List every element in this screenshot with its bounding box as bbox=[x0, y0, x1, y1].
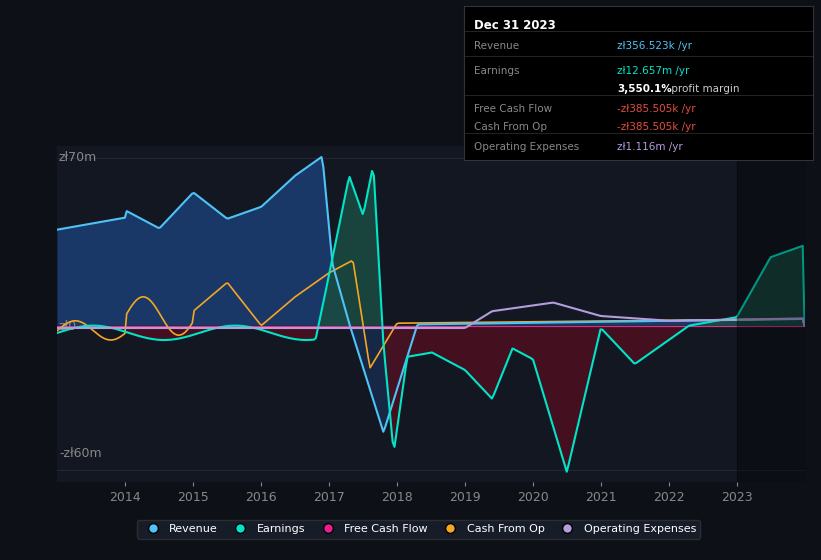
Text: 3,550.1%: 3,550.1% bbox=[617, 84, 672, 94]
Text: Operating Expenses: Operating Expenses bbox=[475, 142, 580, 152]
Text: -zł60m: -zł60m bbox=[59, 447, 102, 460]
Text: zł1.116m /yr: zł1.116m /yr bbox=[617, 142, 683, 152]
Text: -zł385.505k /yr: -zł385.505k /yr bbox=[617, 122, 696, 132]
Text: zł0: zł0 bbox=[59, 320, 77, 333]
Text: zł70m: zł70m bbox=[59, 151, 97, 164]
Text: profit margin: profit margin bbox=[667, 84, 739, 94]
Text: zł12.657m /yr: zł12.657m /yr bbox=[617, 66, 690, 76]
Text: Cash From Op: Cash From Op bbox=[475, 122, 548, 132]
Legend: Revenue, Earnings, Free Cash Flow, Cash From Op, Operating Expenses: Revenue, Earnings, Free Cash Flow, Cash … bbox=[137, 520, 700, 539]
Text: Dec 31 2023: Dec 31 2023 bbox=[475, 20, 556, 32]
Bar bbox=[736, 146, 805, 482]
Text: -zł385.505k /yr: -zł385.505k /yr bbox=[617, 104, 696, 114]
Text: Revenue: Revenue bbox=[475, 41, 520, 52]
Text: zł356.523k /yr: zł356.523k /yr bbox=[617, 41, 692, 52]
Text: Free Cash Flow: Free Cash Flow bbox=[475, 104, 553, 114]
Text: Earnings: Earnings bbox=[475, 66, 520, 76]
